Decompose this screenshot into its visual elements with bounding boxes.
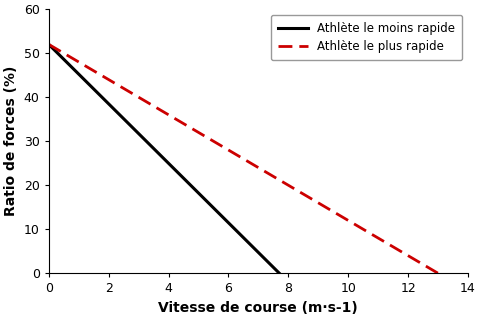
- X-axis label: Vitesse de course (m·s-1): Vitesse de course (m·s-1): [158, 301, 358, 315]
- Legend: Athlète le moins rapide, Athlète le plus rapide: Athlète le moins rapide, Athlète le plus…: [271, 15, 462, 60]
- Y-axis label: Ratio de forces (%): Ratio de forces (%): [4, 66, 18, 216]
